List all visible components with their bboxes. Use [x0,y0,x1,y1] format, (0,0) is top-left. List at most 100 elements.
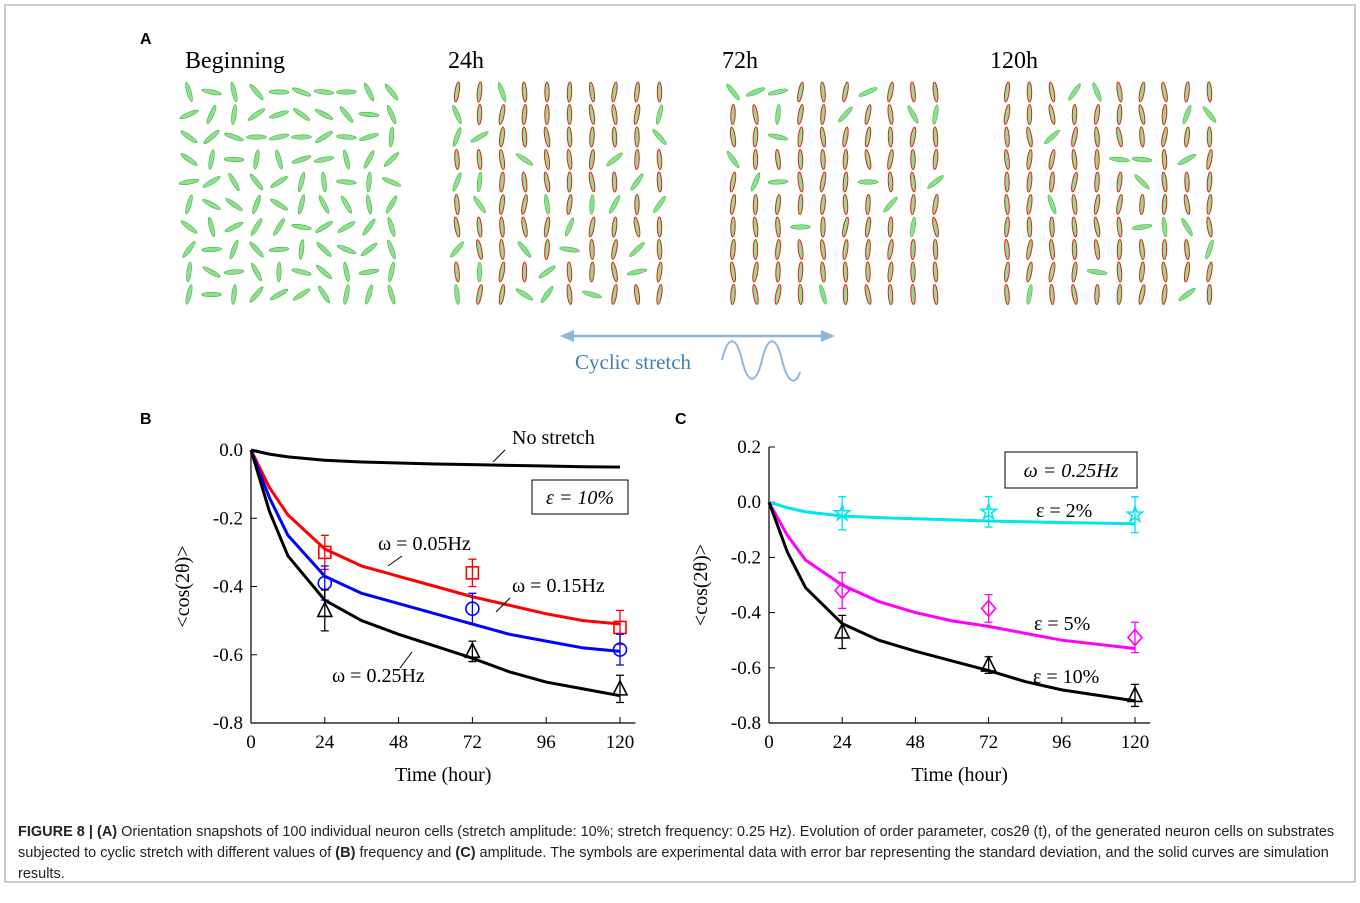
cell [225,198,243,211]
cell [910,239,916,260]
cell [730,239,736,260]
cell-body [1109,156,1130,163]
cell [774,284,782,305]
cell [887,216,894,238]
cell [358,111,380,118]
cell [1161,81,1168,103]
cell-body [1026,261,1033,283]
parameter-label: ω = 0.25Hz [1024,460,1119,482]
cell [268,246,290,253]
cell [611,239,618,260]
cell-body [1138,81,1146,103]
cell-body [358,111,380,118]
cell-body [819,284,827,305]
data-point [832,502,853,522]
cell [473,195,486,214]
cell [775,194,781,215]
cell [887,284,894,305]
cell [730,104,736,125]
cell [634,126,640,148]
error-bar [1131,621,1139,654]
cell-body [775,149,781,170]
cell-body [343,284,350,305]
cell-body [656,216,663,238]
cell [797,81,804,103]
cell-body [797,171,804,193]
cell-body [611,171,618,193]
error-bar [616,633,624,666]
cell [589,239,595,260]
cell-body [887,284,894,305]
cell [1131,156,1153,163]
cell [864,216,872,238]
cell [656,149,663,170]
cell-body [544,81,550,103]
cell-body [655,104,664,125]
cell [1071,239,1078,260]
y-tick-label: -0.4 [213,577,244,598]
cell-body [1004,284,1010,305]
curve-label: No stretch [512,427,595,449]
cell-body [321,171,327,193]
cell-body [842,261,849,283]
cell [1161,239,1168,260]
cell-body [1071,149,1078,170]
cell [775,261,781,283]
cell-body [1206,149,1213,170]
data-point [465,566,480,580]
cell [336,89,357,95]
cell [588,149,596,170]
cell [316,242,332,257]
cell-body [453,216,461,238]
cell [268,89,290,95]
cell-body [360,242,378,257]
cell [1205,239,1214,260]
cell-body [1202,106,1217,123]
cell [1161,149,1168,170]
cell [207,216,216,238]
cell [910,149,916,170]
cell-body [730,104,736,125]
cell [633,284,641,305]
cell [454,261,460,283]
data-point [317,545,332,560]
cell-body [336,89,357,95]
cell-body [1134,174,1150,190]
caption-text: frequency and [355,845,456,861]
cell-body [566,194,573,215]
cell [752,194,759,215]
cell-body [521,104,528,125]
data-point [833,622,851,639]
cell [316,264,332,280]
cell-body [559,246,580,253]
cell-body [182,241,196,258]
cell-body [630,173,644,191]
cell-body [910,216,916,238]
cell-body [224,132,244,142]
stretch-label: Cyclic stretch [575,350,692,374]
cell-body [1161,149,1168,170]
cell-body [819,171,827,193]
cell [819,239,827,260]
y-tick-label: -0.8 [731,713,761,734]
cell-body [544,194,550,215]
cell-body [1048,81,1056,103]
cell-body [1184,126,1190,148]
y-tick-label: -0.6 [213,645,243,666]
cell [634,81,640,103]
data-point [834,581,851,600]
cell [208,149,215,170]
cell-body [476,216,483,238]
cell [1206,194,1213,215]
y-tick-label: -0.6 [731,658,761,679]
simulation-curve [249,449,621,698]
cell [1026,216,1033,238]
cell-body [498,284,506,305]
panel-label: A [140,31,152,48]
cell [202,266,221,278]
cell-body [1049,239,1055,260]
cell-body [387,284,396,305]
cell-body [292,108,311,121]
cell [653,195,666,214]
cell-body [752,126,759,148]
